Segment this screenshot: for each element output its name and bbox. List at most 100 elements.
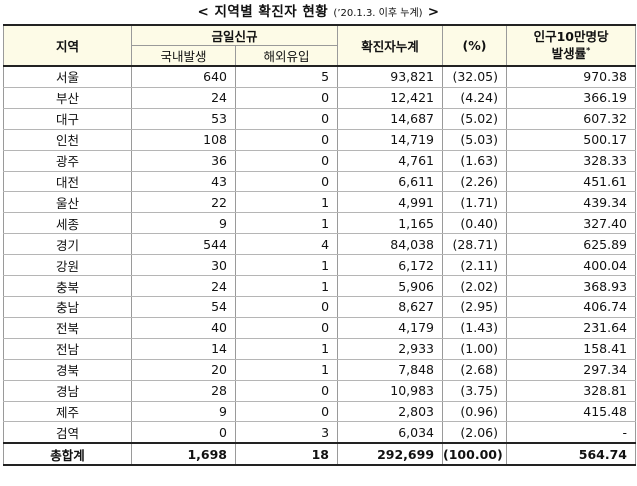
cell-cumulative: 7,848	[337, 359, 444, 381]
cell-overseas: 1	[234, 212, 339, 235]
total-cell-rate: 564.74	[506, 442, 637, 467]
header-percent: (%)	[442, 24, 508, 67]
cell-percent: (2.95)	[442, 296, 508, 318]
cell-overseas: 1	[234, 275, 339, 297]
table-row: 검역 0 3 6,034 (2.06) -	[3, 421, 637, 444]
header-domestic: 국내발생	[131, 45, 236, 67]
cell-domestic: 9	[131, 212, 236, 235]
header-per100k-line1: 인구10만명당	[533, 28, 609, 44]
table-row: 전남 14 1 2,933 (1.00) 158.41	[3, 338, 637, 360]
cell-domestic: 20	[131, 359, 236, 381]
cell-region: 충남	[3, 296, 132, 318]
cell-domestic: 108	[131, 129, 236, 151]
title-sub: (’20.1.3. 이후 누계)	[333, 8, 423, 19]
cell-percent: (28.71)	[442, 233, 508, 256]
title-close: >	[427, 4, 440, 20]
cell-rate: 327.40	[506, 212, 637, 235]
cell-overseas: 0	[234, 380, 339, 402]
cell-domestic: 54	[131, 296, 236, 318]
total-cell-overseas: 18	[234, 442, 339, 467]
cell-overseas: 0	[234, 129, 339, 151]
cell-rate: 439.34	[506, 191, 637, 214]
cell-percent: (1.71)	[442, 191, 508, 214]
header-region: 지역	[3, 24, 132, 67]
cell-region: 경북	[3, 359, 132, 381]
total-row: 총합계 1,698 18 292,699 (100.00) 564.74	[3, 442, 637, 467]
cell-rate: 400.04	[506, 254, 637, 277]
cell-rate: 500.17	[506, 129, 637, 151]
cell-percent: (4.24)	[442, 87, 508, 109]
cell-domestic: 544	[131, 233, 236, 256]
cell-region: 세종	[3, 212, 132, 235]
cell-percent: (1.63)	[442, 150, 508, 172]
cell-percent: (2.02)	[442, 275, 508, 297]
table-row: 제주 9 0 2,803 (0.96) 415.48	[3, 401, 637, 423]
cell-cumulative: 84,038	[337, 233, 444, 256]
table-row: 인천 108 0 14,719 (5.03) 500.17	[3, 129, 637, 151]
total-cell-cumulative: 292,699	[337, 442, 444, 467]
cell-rate: 328.81	[506, 380, 637, 402]
cell-rate: 451.61	[506, 171, 637, 193]
cell-overseas: 0	[234, 317, 339, 339]
cell-domestic: 53	[131, 108, 236, 130]
cell-region: 검역	[3, 421, 132, 444]
cell-domestic: 36	[131, 150, 236, 172]
cell-domestic: 14	[131, 338, 236, 360]
cell-rate: 366.19	[506, 87, 637, 109]
table-row: 세종 9 1 1,165 (0.40) 327.40	[3, 212, 637, 235]
table-row: 강원 30 1 6,172 (2.11) 400.04	[3, 254, 637, 277]
cell-domestic: 0	[131, 421, 236, 444]
header-today-new: 금일신규	[130, 24, 339, 46]
cell-overseas: 0	[234, 296, 339, 318]
cell-cumulative: 6,611	[337, 171, 444, 193]
title-main: < 지역별 확진자 현황	[197, 4, 329, 20]
cell-cumulative: 4,179	[337, 317, 444, 339]
cell-cumulative: 14,687	[337, 108, 444, 130]
cell-overseas: 0	[234, 171, 339, 193]
table-row: 서울 640 5 93,821 (32.05) 970.38	[3, 66, 637, 88]
cell-region: 경남	[3, 380, 132, 402]
cell-domestic: 24	[131, 275, 236, 297]
cell-cumulative: 1,165	[337, 212, 444, 235]
cell-percent: (5.02)	[442, 108, 508, 130]
table-row: 경기 544 4 84,038 (28.71) 625.89	[3, 233, 637, 256]
cell-rate: 328.33	[506, 150, 637, 172]
cell-region: 전북	[3, 317, 132, 339]
cell-percent: (2.26)	[442, 171, 508, 193]
cell-cumulative: 2,933	[337, 338, 444, 360]
cell-percent: (0.96)	[442, 401, 508, 423]
cell-cumulative: 14,719	[337, 129, 444, 151]
cell-domestic: 43	[131, 171, 236, 193]
cell-rate: 406.74	[506, 296, 637, 318]
cell-region: 대전	[3, 171, 132, 193]
cell-region: 서울	[3, 66, 132, 88]
cell-percent: (2.68)	[442, 359, 508, 381]
cell-domestic: 22	[131, 191, 236, 214]
cell-cumulative: 12,421	[337, 87, 444, 109]
table-row: 충북 24 1 5,906 (2.02) 368.93	[3, 275, 637, 297]
cell-percent: (2.06)	[442, 421, 508, 444]
cell-region: 강원	[3, 254, 132, 277]
header-per100k: 인구10만명당 발생률*	[506, 24, 637, 67]
cell-overseas: 1	[234, 191, 339, 214]
cell-overseas: 4	[234, 233, 339, 256]
table-title: < 지역별 확진자 현황 (’20.1.3. 이후 누계) >	[0, 0, 637, 24]
cell-domestic: 9	[131, 401, 236, 423]
cell-domestic: 640	[131, 66, 236, 88]
table-row: 경남 28 0 10,983 (3.75) 328.81	[3, 380, 637, 402]
cell-region: 전남	[3, 338, 132, 360]
cell-rate: 415.48	[506, 401, 637, 423]
cell-region: 부산	[3, 87, 132, 109]
cell-region: 충북	[3, 275, 132, 297]
header-per100k-line2-wrap: 발생률*	[507, 44, 635, 61]
cell-rate: 607.32	[506, 108, 637, 130]
cell-rate: 158.41	[506, 338, 637, 360]
cell-cumulative: 93,821	[337, 66, 444, 88]
cell-overseas: 3	[234, 421, 339, 444]
header-cumulative: 확진자누계	[337, 24, 444, 67]
cell-region: 대구	[3, 108, 132, 130]
cell-rate: 231.64	[506, 317, 637, 339]
cell-percent: (3.75)	[442, 380, 508, 402]
cell-region: 인천	[3, 129, 132, 151]
cell-overseas: 5	[234, 66, 339, 88]
